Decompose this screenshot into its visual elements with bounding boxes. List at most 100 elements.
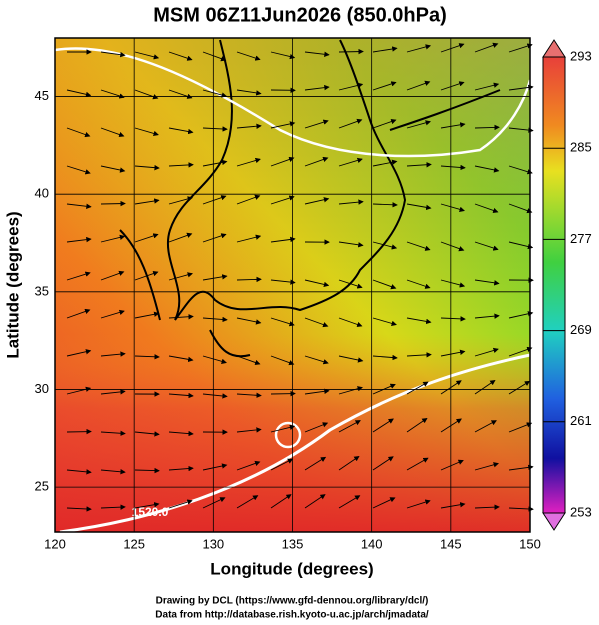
streamline <box>406 279 431 289</box>
streamline <box>168 272 193 281</box>
streamline <box>338 355 364 363</box>
streamline <box>508 380 531 395</box>
streamline <box>270 458 294 471</box>
streamline <box>168 355 194 363</box>
streamline <box>372 418 394 433</box>
x-tick-label: 120 <box>44 536 66 551</box>
streamline <box>440 279 466 288</box>
streamline <box>168 196 194 205</box>
x-tick-label: 125 <box>123 536 145 551</box>
streamline <box>304 317 329 328</box>
streamline <box>202 89 228 98</box>
streamline <box>372 46 398 53</box>
colorbar-extend <box>542 39 566 58</box>
coastline <box>119 89 501 358</box>
streamline <box>202 126 228 132</box>
streamline <box>372 81 397 91</box>
streamline <box>406 44 432 53</box>
streamline <box>440 164 466 171</box>
streamline <box>474 165 500 173</box>
streamline <box>202 159 228 167</box>
streamline <box>134 354 160 360</box>
streamline <box>338 420 361 433</box>
streamline <box>440 241 465 252</box>
streamline <box>202 463 228 471</box>
streamline <box>134 502 160 509</box>
streamline <box>270 355 295 366</box>
streamline <box>372 317 397 326</box>
streamline <box>66 469 92 475</box>
streamline <box>168 465 194 472</box>
credit: Drawing by DCL (https://www.gfd-dennou.o… <box>156 596 429 607</box>
streamline <box>202 497 226 509</box>
streamline <box>66 236 92 243</box>
streamline <box>440 502 466 509</box>
streamline <box>406 80 431 91</box>
streamline <box>134 431 160 437</box>
streamline <box>440 349 466 357</box>
plot-area: 1520.0 <box>54 37 534 534</box>
streamline <box>236 276 262 283</box>
streamline <box>440 122 466 129</box>
x-tick-label: 150 <box>519 536 541 551</box>
streamline <box>474 42 499 53</box>
streamline <box>202 355 227 364</box>
streamline <box>66 271 91 281</box>
streamline <box>406 241 431 251</box>
streamline <box>100 127 125 138</box>
streamline <box>406 417 428 433</box>
streamline <box>100 469 126 475</box>
streamline <box>406 457 429 471</box>
streamline <box>236 460 261 471</box>
streamline <box>270 156 295 167</box>
streamline <box>270 236 296 243</box>
streamline <box>100 389 126 395</box>
streamline <box>270 279 296 285</box>
streamline <box>66 165 91 175</box>
streamline <box>338 279 363 289</box>
colorbar-tick-label: 277 <box>570 231 592 246</box>
coastline <box>167 39 407 321</box>
streamline <box>168 499 193 509</box>
streamline <box>304 279 330 288</box>
streamline <box>304 156 329 167</box>
streamline <box>202 316 228 323</box>
streamline <box>304 119 329 129</box>
colorbar-tick-label: 285 <box>570 140 592 155</box>
streamline <box>236 495 259 509</box>
streamline <box>134 127 159 137</box>
streamline <box>338 317 363 328</box>
streamline <box>440 203 465 212</box>
streamline <box>508 311 534 319</box>
streamline <box>236 392 262 398</box>
streamline <box>134 271 159 281</box>
streamline <box>304 197 330 205</box>
colorbar-tick-label: 293 <box>570 48 592 63</box>
streamline <box>236 89 262 96</box>
streamline <box>236 51 261 61</box>
streamline <box>474 347 499 357</box>
streamline <box>372 202 398 208</box>
streamline <box>202 274 228 281</box>
streamline <box>236 194 261 205</box>
streamline <box>66 506 92 512</box>
streamline <box>168 232 193 243</box>
streamline <box>372 354 398 361</box>
streamline <box>100 504 126 510</box>
streamline <box>508 203 533 214</box>
streamline <box>168 430 194 437</box>
streamline <box>474 82 500 91</box>
streamline <box>66 203 92 209</box>
title: MSM 06Z11Jun2026 (850.0hPa) <box>153 4 446 26</box>
streamline <box>338 495 361 509</box>
streamline <box>304 456 327 471</box>
streamline <box>270 51 296 60</box>
streamline <box>474 504 500 510</box>
x-tick-label: 130 <box>202 536 224 551</box>
streamline <box>474 124 500 131</box>
x-tick-label: 135 <box>282 536 304 551</box>
streamline <box>372 159 398 167</box>
streamline <box>508 84 534 91</box>
streamline <box>372 497 396 509</box>
streamline <box>202 233 227 243</box>
